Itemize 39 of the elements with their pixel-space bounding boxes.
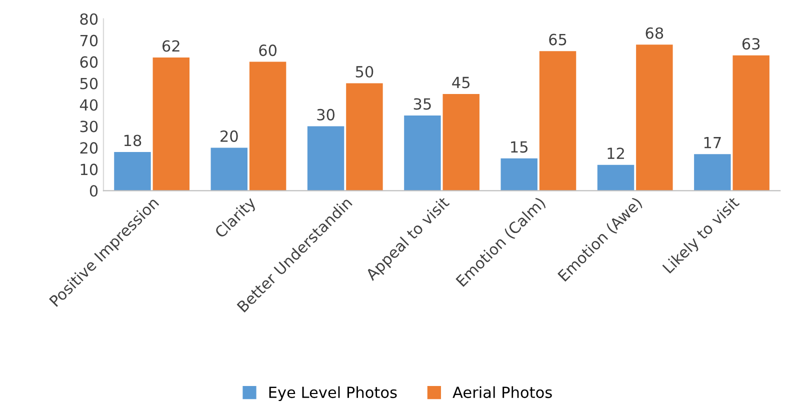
y-tick-label: 40	[80, 99, 98, 111]
data-label: 68	[646, 27, 664, 39]
bar	[404, 115, 441, 191]
bar	[114, 152, 151, 191]
bar	[152, 58, 190, 191]
y-tick-label: 0	[90, 185, 98, 197]
data-label: 45	[452, 76, 470, 88]
bar	[539, 51, 576, 191]
bar	[307, 126, 344, 191]
data-label: 15	[511, 141, 528, 153]
data-label: 62	[162, 40, 180, 52]
data-label: 18	[124, 134, 142, 146]
bar	[249, 62, 286, 191]
data-label: 60	[259, 44, 277, 56]
legend-label: Aerial Photos	[452, 386, 552, 398]
data-label: 30	[317, 108, 334, 120]
bar	[597, 164, 634, 191]
bar	[732, 55, 770, 191]
y-tick-label: 30	[80, 120, 98, 132]
bar	[636, 44, 673, 191]
data-label: 35	[414, 98, 431, 110]
data-label: 63	[742, 38, 760, 50]
y-tick-label: 10	[80, 164, 98, 176]
bar	[694, 154, 731, 191]
data-label: 12	[608, 148, 624, 159]
bar	[210, 148, 248, 191]
data-label: 20	[220, 130, 238, 142]
data-label: 50	[356, 66, 374, 78]
y-tick-label: 80	[80, 13, 98, 25]
y-tick-label: 20	[80, 142, 98, 154]
bar	[442, 94, 480, 191]
y-tick-label: 60	[80, 56, 98, 68]
bar	[500, 158, 538, 191]
y-tick-label: 50	[80, 78, 98, 90]
bar	[346, 83, 383, 191]
data-label: 17	[704, 137, 721, 148]
y-tick-label: 70	[80, 34, 98, 46]
legend-label: Eye Level Photos	[269, 386, 397, 402]
data-label: 65	[549, 34, 566, 46]
